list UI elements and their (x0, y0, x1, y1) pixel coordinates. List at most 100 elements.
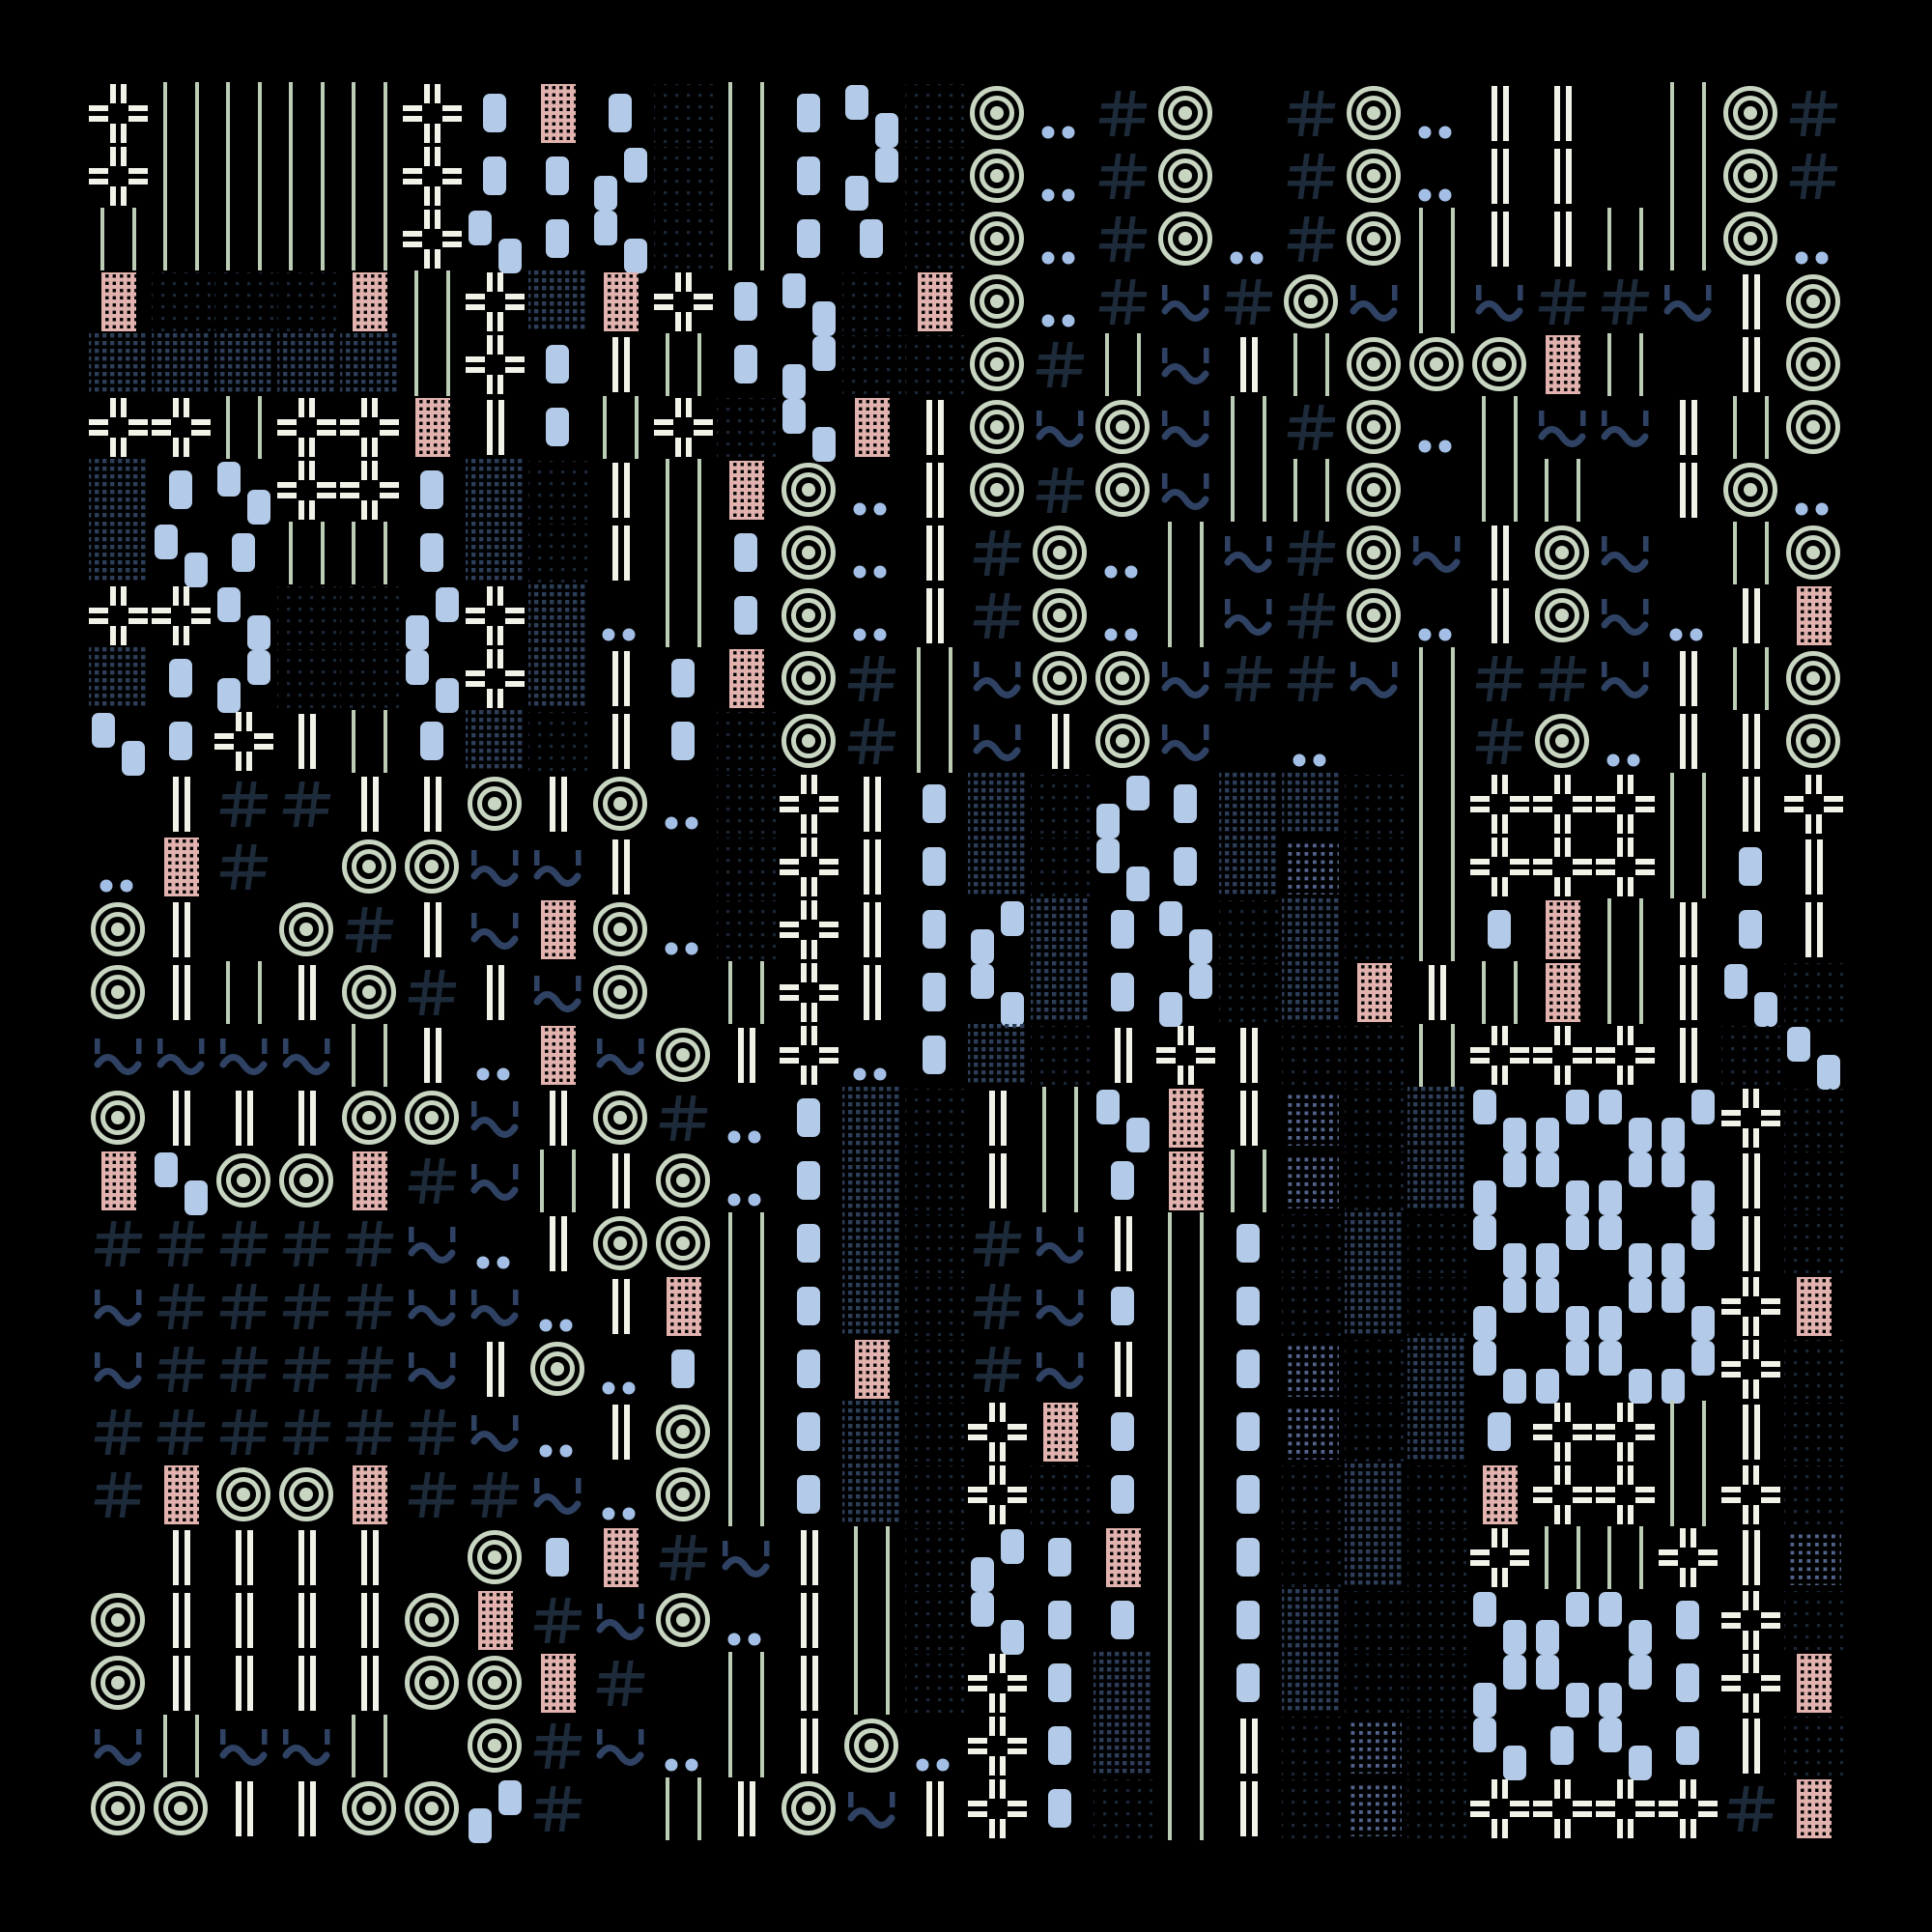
glyph-dense-dot-field-glyph (1407, 1150, 1466, 1211)
glyph-cross-glyph (1721, 1654, 1780, 1713)
glyph-hash-glyph (1098, 91, 1148, 136)
glyph-pill-glyph (671, 1350, 695, 1388)
glyph-sparse-dot-field-glyph (654, 84, 713, 143)
glyph-green-bar-fence-glyph (163, 82, 199, 145)
glyph-dot-pair-glyph (1041, 314, 1075, 327)
glyph-tilde-glyph (1475, 285, 1523, 322)
glyph-pill-glyph (923, 973, 946, 1011)
glyph-pill-glyph (1048, 1538, 1071, 1577)
glyph-sparse-dot-field-glyph (1345, 1089, 1404, 1148)
glyph-dense-dot-field-glyph (1031, 961, 1090, 1023)
glyph-tilde-glyph (1161, 724, 1209, 761)
glyph-concentric-rings-glyph (468, 1656, 522, 1710)
glyph-white-double-bar-glyph (612, 337, 630, 392)
glyph-concentric-rings-glyph (1347, 212, 1401, 266)
glyph-green-bar-fence-glyph (728, 1652, 764, 1715)
glyph-concentric-rings-glyph (1033, 588, 1087, 642)
glyph-green-bar-fence-glyph (728, 1401, 764, 1463)
glyph-dot-pair-glyph (1230, 251, 1264, 265)
glyph-pink-perforated-rect-glyph (353, 1151, 387, 1210)
glyph-green-bar-fence-glyph (666, 1777, 701, 1840)
glyph-pill-glyph (169, 470, 192, 509)
glyph-tilde-glyph (219, 1729, 268, 1766)
glyph-cross-glyph (1533, 1403, 1592, 1462)
glyph-white-double-bar-glyph (864, 839, 881, 895)
glyph-hash-glyph (219, 1284, 269, 1329)
glyph-concentric-rings-glyph (781, 588, 836, 642)
glyph-pill-pair-glyph (1473, 1090, 1526, 1152)
glyph-white-double-bar-glyph (424, 777, 441, 832)
glyph-hash-glyph (1224, 279, 1273, 325)
glyph-white-double-bar-glyph (236, 1091, 253, 1146)
glyph-green-bar-fence-glyph (1105, 333, 1141, 396)
glyph-green-bar-fence-glyph (728, 1338, 764, 1401)
glyph-white-double-bar-glyph (738, 1781, 755, 1836)
glyph-sparse-dot-field-glyph (528, 524, 587, 582)
glyph-tilde-glyph (282, 1729, 330, 1766)
glyph-dense-dot-field-glyph (466, 710, 525, 772)
glyph-white-double-bar-glyph (487, 1342, 504, 1397)
glyph-dot-pair-glyph (1104, 565, 1138, 579)
glyph-green-bar-fence-glyph (728, 1715, 764, 1777)
glyph-dense-dot-field-glyph (1031, 898, 1090, 960)
glyph-green-bar-fence-glyph (854, 1652, 890, 1715)
glyph-tilde-glyph (1538, 411, 1586, 447)
glyph-sparse-dot-field-glyph (1407, 1277, 1466, 1336)
glyph-concentric-rings-glyph (593, 777, 647, 831)
glyph-pill-glyph (1550, 1726, 1574, 1765)
glyph-pill-glyph (1048, 1601, 1071, 1639)
glyph-pill-pair-glyph (1599, 1152, 1652, 1215)
glyph-concentric-rings-glyph (342, 1781, 396, 1835)
glyph-pill-glyph (797, 94, 820, 132)
glyph-cross-glyph (1533, 1465, 1592, 1524)
glyph-concentric-rings-glyph (1095, 400, 1150, 454)
glyph-white-double-bar-glyph (612, 1405, 630, 1460)
glyph-hash-glyph (533, 1786, 582, 1832)
glyph-dot-pair-glyph (1795, 251, 1829, 265)
glyph-pill-pair-glyph (217, 587, 270, 650)
glyph-white-double-bar-glyph (1240, 1091, 1258, 1146)
glyph-dense-dot-field-glyph (89, 647, 148, 709)
glyph-sparse-dot-field-glyph (1031, 775, 1090, 834)
glyph-white-double-bar-glyph (989, 1153, 1007, 1208)
glyph-medium-dot-field-glyph (1347, 1781, 1402, 1836)
glyph-dense-dot-field-glyph (1282, 1652, 1341, 1714)
glyph-dense-dot-field-glyph (1345, 1275, 1404, 1337)
glyph-pill-glyph (1048, 1726, 1071, 1765)
glyph-hash-glyph (973, 593, 1022, 639)
glyph-tilde-glyph (1601, 662, 1649, 698)
glyph-green-bar-fence-glyph (1482, 961, 1518, 1024)
glyph-white-double-bar-glyph (1115, 1342, 1132, 1397)
glyph-white-double-bar-glyph (1743, 588, 1760, 643)
glyph-pill-pair-glyph (782, 273, 836, 336)
glyph-pill-pair-glyph (845, 85, 898, 148)
glyph-tilde-glyph (1036, 1352, 1084, 1389)
glyph-tilde-glyph (1601, 536, 1649, 573)
glyph-pink-perforated-rect-glyph (1169, 1151, 1204, 1210)
glyph-cross-glyph (1470, 1528, 1529, 1587)
glyph-sparse-dot-field-glyph (1345, 1026, 1404, 1085)
glyph-sparse-dot-field-glyph (654, 210, 713, 269)
glyph-pill-glyph (797, 1412, 820, 1451)
glyph-cross-glyph (968, 1654, 1027, 1713)
glyph-green-bar-fence-glyph (1168, 1463, 1204, 1526)
glyph-sparse-dot-field-glyph (905, 1403, 964, 1462)
glyph-white-double-bar-glyph (1680, 965, 1697, 1020)
glyph-green-bar-fence-glyph (1670, 145, 1706, 208)
glyph-tilde-glyph (408, 1352, 456, 1389)
glyph-white-double-bar-glyph (612, 839, 630, 895)
glyph-concentric-rings-glyph (405, 1781, 459, 1835)
glyph-pill-glyph (169, 659, 192, 697)
glyph-pill-glyph (420, 722, 443, 760)
glyph-tilde-glyph (470, 913, 519, 950)
glyph-hash-glyph (282, 1409, 331, 1455)
glyph-green-bar-fence-glyph (1419, 773, 1455, 836)
glyph-pill-pair-glyph (1473, 1152, 1526, 1215)
glyph-white-double-bar-glyph (1805, 839, 1823, 895)
glyph-hash-glyph (156, 1284, 206, 1329)
glyph-cross-glyph (1721, 1465, 1780, 1524)
glyph-pill-glyph (1048, 1789, 1071, 1828)
glyph-white-double-bar-glyph (1743, 777, 1760, 832)
glyph-dense-dot-field-glyph (842, 1087, 901, 1149)
glyph-concentric-rings-glyph (91, 1593, 145, 1647)
